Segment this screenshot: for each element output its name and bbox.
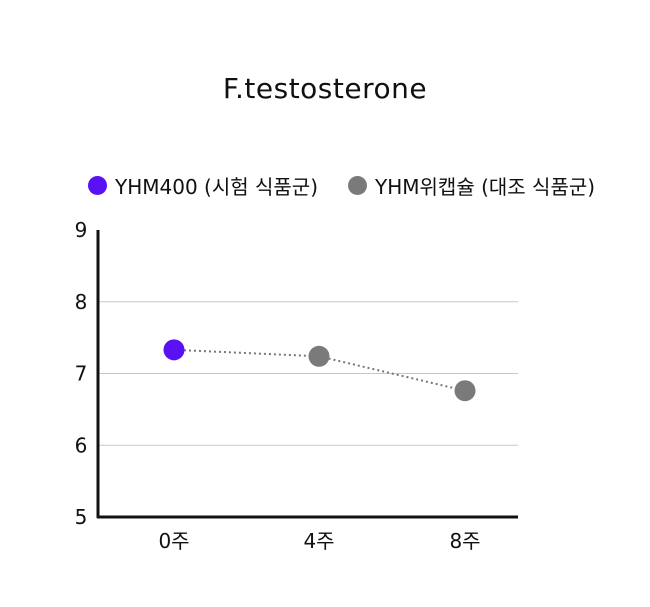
data-point-test-0 (163, 339, 185, 361)
legend-item-test: YHM400 (시험 식품군) (88, 171, 318, 200)
y-tick-label-7: 7 (75, 362, 88, 386)
x-tick-label-2: 8주 (449, 529, 480, 553)
legend-label-control: YHM위캡슐 (대조 식품군) (375, 174, 596, 199)
data-point-control-2 (454, 380, 476, 402)
data-point-control-1 (308, 345, 330, 367)
legend-marker-test (88, 175, 107, 195)
legend-marker-control (348, 175, 368, 195)
chart-legend: YHM400 (시험 식품군) YHM위캡슐 (대조 식품군) (88, 170, 625, 200)
y-tick-label-6: 6 (75, 433, 88, 457)
legend-label-test: YHM400 (시험 식품군) (115, 174, 319, 199)
y-tick-label-9: 9 (75, 218, 88, 242)
y-tick-label-5: 5 (75, 505, 88, 529)
x-tick-label-0: 0주 (158, 529, 189, 553)
y-tick-label-8: 8 (75, 290, 88, 314)
chart-title: F.testosterone (222, 72, 428, 105)
x-tick-label-1: 4주 (303, 529, 334, 553)
legend-item-control: YHM위캡슐 (대조 식품군) (348, 171, 595, 200)
